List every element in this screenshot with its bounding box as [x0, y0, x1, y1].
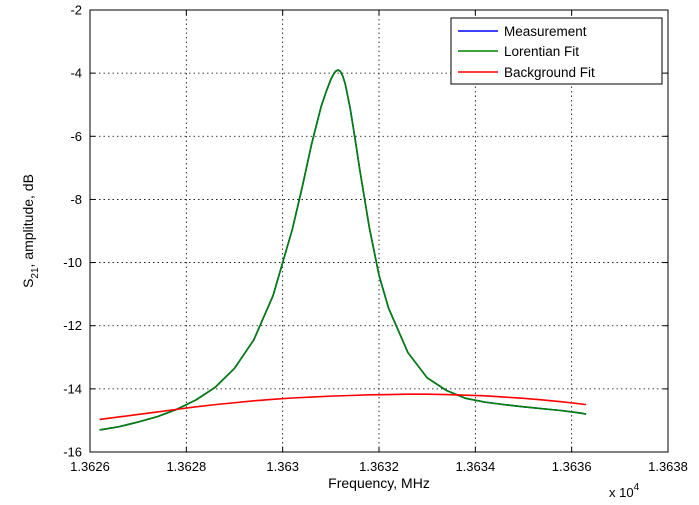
- x-tick-label: 1.3626: [70, 459, 110, 474]
- series-lines: [99, 69, 587, 431]
- y-axis-label: S21, amplitude, dB: [20, 174, 41, 288]
- y-tick-label: -6: [70, 129, 82, 144]
- axis-ticks: 1.3626 1.3628 1.363 1.3632 1.3634 1.3636 1.363…: [63, 3, 688, 475]
- series-line-lorentian-fit: [99, 69, 587, 431]
- y-tick-label: -8: [70, 192, 82, 207]
- y-tick-label: -14: [63, 381, 82, 396]
- y-tick-label: -16: [63, 445, 82, 460]
- legend-box: [450, 17, 663, 85]
- x-axis-multiplier-exponent: 4: [634, 482, 640, 493]
- y-axis-label-rest: , amplitude, dB: [20, 174, 36, 267]
- y-tick-label: -2: [70, 3, 82, 18]
- y-axis-label-subscript: 21: [30, 267, 41, 279]
- x-tick-label: 1.3634: [455, 459, 495, 474]
- series-line-background-fit: [99, 393, 587, 421]
- legend-label-background-fit: Background Fit: [504, 65, 595, 80]
- y-tick-label: -4: [70, 66, 82, 81]
- x-tick-label: 1.3628: [166, 459, 206, 474]
- x-tick-label: 1.3638: [648, 459, 688, 474]
- x-axis-multiplier: x 104: [609, 482, 640, 500]
- x-tick-label: 1.363: [266, 459, 299, 474]
- y-tick-label: -12: [63, 318, 82, 333]
- y-tick-label: -10: [63, 255, 82, 270]
- x-tick-label: 1.3632: [359, 459, 399, 474]
- legend-label-lorentian-fit: Lorentian Fit: [504, 44, 579, 59]
- x-axis-multiplier-base: x 10: [609, 485, 634, 500]
- legend-label-measurement: Measurement: [504, 24, 587, 39]
- legend: Measurement Lorentian Fit Background Fit: [450, 17, 663, 85]
- y-axis-label-main: S: [20, 279, 36, 288]
- x-tick-label: 1.3636: [552, 459, 592, 474]
- x-axis-label: Frequency, MHz: [328, 475, 430, 491]
